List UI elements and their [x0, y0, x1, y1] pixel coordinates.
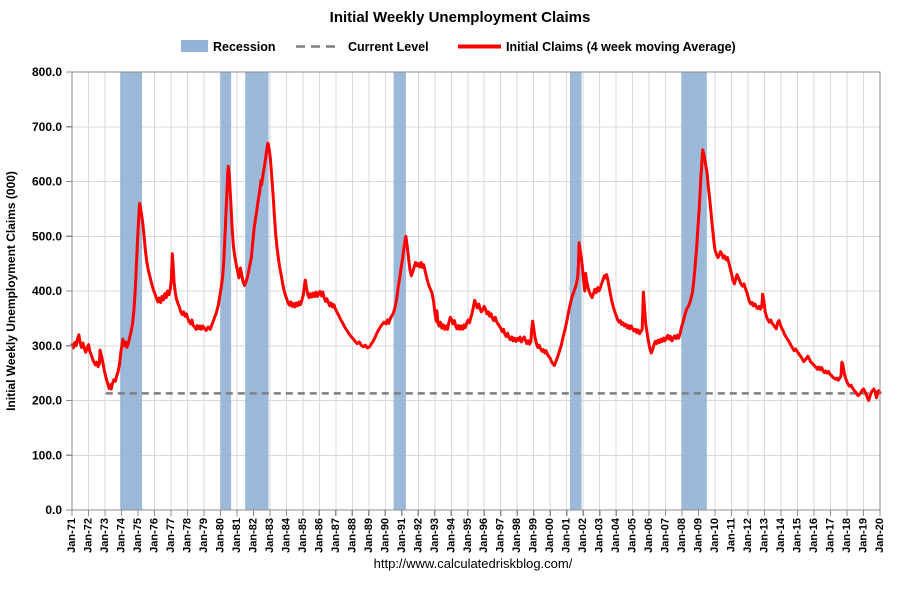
y-tick-label: 700.0: [32, 120, 62, 134]
x-tick-label: Jan-15: [792, 518, 804, 553]
y-tick-label: 0.0: [45, 503, 62, 517]
x-tick-label: Jan-89: [363, 518, 375, 553]
x-tick-label: Jan-73: [99, 518, 111, 553]
x-tick-label: Jan-93: [429, 518, 441, 553]
x-tick-label: Jan-96: [478, 518, 490, 553]
x-tick-label: Jan-84: [280, 517, 292, 553]
x-tick-label: Jan-91: [396, 518, 408, 553]
x-tick-label: Jan-01: [561, 518, 573, 553]
x-tick-label: Jan-79: [198, 518, 210, 553]
x-tick-label: Jan-99: [528, 518, 540, 553]
x-tick-label: Jan-00: [544, 518, 556, 553]
y-tick-label: 100.0: [32, 448, 62, 462]
x-tick-label: Jan-72: [82, 518, 94, 553]
x-tick-label: Jan-05: [627, 518, 639, 553]
x-tick-label: Jan-04: [610, 517, 622, 553]
x-tick-label: Jan-94: [445, 517, 457, 553]
x-tick-label: Jan-95: [462, 518, 474, 553]
x-tick-label: Jan-74: [115, 517, 127, 553]
x-tick-label: Jan-10: [709, 518, 721, 553]
x-tick-label: Jan-18: [841, 518, 853, 553]
current-level-legend-label: Current Level: [348, 40, 429, 54]
x-tick-label: Jan-86: [313, 518, 325, 553]
x-tick-label: Jan-06: [643, 518, 655, 553]
recession-band: [393, 72, 406, 510]
x-tick-label: Jan-13: [759, 518, 771, 553]
x-tick-label: Jan-80: [214, 518, 226, 553]
x-tick-label: Jan-76: [148, 518, 160, 553]
x-tick-label: Jan-20: [874, 518, 886, 553]
y-tick-label: 500.0: [32, 229, 62, 243]
x-tick-label: Jan-11: [726, 518, 738, 552]
initial-claims-line: [70, 141, 882, 402]
recession-band: [569, 72, 582, 510]
recession-band: [220, 72, 232, 510]
y-tick-label: 400.0: [32, 284, 62, 298]
x-tick-label: Jan-83: [264, 518, 276, 553]
x-tick-label: Jan-12: [742, 518, 754, 553]
x-tick-label: Jan-85: [297, 518, 309, 553]
y-tick-label: 300.0: [32, 339, 62, 353]
x-tick-label: Jan-03: [594, 518, 606, 553]
x-tick-label: Jan-88: [346, 518, 358, 553]
x-tick-label: Jan-81: [231, 518, 243, 553]
gridlines: [71, 71, 881, 511]
x-tick-label: Jan-97: [495, 518, 507, 553]
x-tick-label: Jan-19: [858, 518, 870, 553]
recession-band: [245, 72, 269, 510]
y-tick-label: 600.0: [32, 175, 62, 189]
x-tick-label: Jan-08: [676, 518, 688, 553]
tick-marks: [66, 71, 881, 516]
footer-url: http://www.calculatedriskblog.com/: [374, 556, 573, 571]
x-tick-label: Jan-78: [181, 518, 193, 553]
x-tick-label: Jan-98: [511, 518, 523, 553]
y-tick-label: 200.0: [32, 394, 62, 408]
x-axis-labels: Jan-71 Jan-72 Jan-73 Jan-74 Jan-75 Jan-76 Jan-…: [66, 517, 886, 553]
x-tick-label: Jan-90: [379, 518, 391, 553]
x-tick-label: Jan-02: [577, 518, 589, 553]
x-tick-label: Jan-82: [247, 518, 259, 553]
x-tick-label: Jan-75: [132, 518, 144, 553]
x-tick-label: Jan-87: [330, 518, 342, 553]
x-tick-label: Jan-17: [825, 518, 837, 553]
x-tick-label: Jan-77: [165, 518, 177, 553]
y-tick-label: 800.0: [32, 65, 62, 79]
recession-legend-swatch: [181, 40, 208, 52]
y-axis-labels: 800.0 700.0 600.0 500.0 400.0 300.0 200.0 100.0…: [32, 65, 62, 517]
x-tick-label: Jan-16: [808, 518, 820, 553]
x-tick-label: Jan-09: [693, 518, 705, 553]
recession-legend-label: Recession: [213, 40, 276, 54]
x-tick-label: Jan-07: [660, 518, 672, 553]
x-tick-label: Jan-14: [775, 517, 787, 553]
recession-band: [120, 72, 143, 510]
chart-title: Initial Weekly Unemployment Claims: [330, 9, 591, 26]
legend: Recession Current Level Initial Claims (…: [181, 40, 736, 54]
y-axis-title: Initial Weekly Unemployment Claims (000): [4, 171, 18, 411]
x-tick-label: Jan-92: [412, 518, 424, 553]
initial-claims-legend-label: Initial Claims (4 week moving Average): [506, 40, 736, 54]
x-tick-label: Jan-71: [66, 518, 78, 553]
